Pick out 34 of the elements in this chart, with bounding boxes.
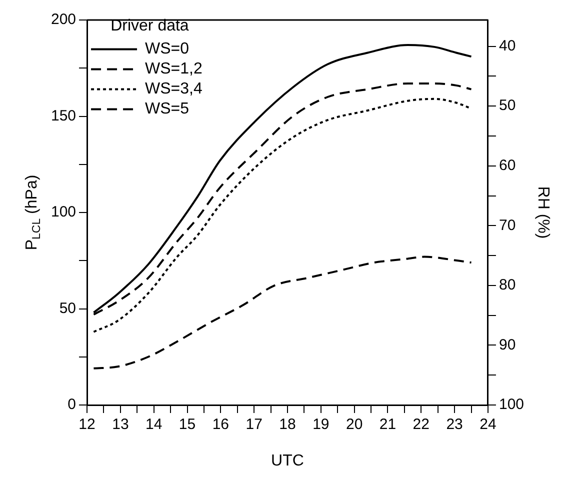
y-tick-label: 200 xyxy=(50,11,76,28)
y2-axis-title: RH (%) xyxy=(534,186,552,239)
y2-tick-label: 50 xyxy=(498,97,516,114)
x-tick-label: 23 xyxy=(446,416,463,434)
legend-label: WS=3,4 xyxy=(145,80,202,98)
y2-tick-label: 70 xyxy=(498,216,516,234)
x-tick-label: 16 xyxy=(212,416,230,434)
legend-title: Driver data xyxy=(110,17,189,34)
legend-label: WS=5 xyxy=(145,100,190,118)
x-tick-label: 19 xyxy=(312,416,330,434)
x-tick-label: 22 xyxy=(412,416,430,434)
x-axis-title: UTC xyxy=(271,452,304,470)
x-tick-label: 12 xyxy=(78,416,96,434)
legend-label: WS=0 xyxy=(145,40,190,58)
y-tick-label: 0 xyxy=(68,396,76,414)
x-tick-label: 20 xyxy=(346,416,363,434)
y2-tick-label: 100 xyxy=(498,396,524,414)
y-tick-label: 150 xyxy=(50,107,76,124)
y-axis-title: PLCL (hPa) xyxy=(23,174,43,250)
x-tick-label: 14 xyxy=(146,416,162,434)
y2-tick-label: 90 xyxy=(498,336,516,354)
x-tick-label: 13 xyxy=(112,416,129,434)
line-series xyxy=(92,256,472,370)
x-tick-label: 21 xyxy=(379,416,396,434)
y2-tick-label: 60 xyxy=(498,157,516,174)
y2-tick-label: 40 xyxy=(498,37,516,54)
x-tick-label: 17 xyxy=(246,416,262,434)
x-tick-label: 15 xyxy=(178,416,196,434)
y-tick-label: 100 xyxy=(50,204,76,221)
y-tick-label: 50 xyxy=(59,300,76,317)
y2-tick-label: 80 xyxy=(498,276,516,294)
x-tick-label: 18 xyxy=(279,416,296,434)
x-tick-label: 24 xyxy=(480,416,496,434)
legend-label: WS=1,2 xyxy=(145,60,202,78)
